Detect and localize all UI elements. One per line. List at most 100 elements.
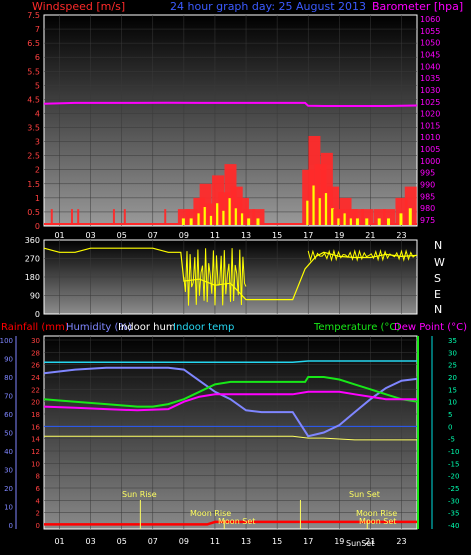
temp-x-tick: 15 (272, 537, 282, 546)
series-rainfall--mm- (44, 520, 417, 526)
temp-x-tick: 23 (396, 537, 406, 546)
barometer-axis-tick: 1005 (420, 145, 440, 154)
gust-bar (324, 193, 328, 225)
gust-bar (228, 198, 232, 225)
wind-axis-tick: 3.5 (27, 124, 40, 133)
barometer-axis-tick: 1050 (420, 39, 440, 48)
wind-bar (361, 209, 374, 225)
series-temperature---c- (43, 376, 418, 408)
wind-bar (373, 209, 386, 225)
temp-x-tick: 03 (86, 537, 96, 546)
wind-axis-tick: 1.5 (27, 180, 40, 189)
gust-bar (234, 208, 238, 225)
rain-axis-tick: 8 (36, 473, 40, 481)
temp-x-tick: 21 (365, 537, 375, 546)
wind-x-tick: 23 (396, 231, 406, 240)
wind-axis-tick: 5 (35, 81, 40, 90)
wind-axis-tick: 6 (35, 53, 40, 62)
barometer-axis-tick: 980 (420, 204, 435, 213)
rain-axis-tick: 28 (31, 349, 40, 357)
barometer-axis-tick: 1015 (420, 121, 440, 130)
temp-axis-tick: 10 (448, 399, 457, 407)
rain-axis-tick: 0 (36, 522, 40, 530)
wind-axis-tick: 4.5 (27, 95, 40, 104)
barometer-axis-tick: 1030 (420, 86, 440, 95)
wind-x-tick: 09 (179, 231, 189, 240)
wind-bar (395, 197, 408, 225)
rain-axis-tick: 10 (31, 460, 40, 468)
gust-bar (197, 213, 201, 225)
gust-bar (240, 213, 244, 225)
wind-x-tick: 13 (241, 231, 251, 240)
wind-bar (70, 209, 73, 225)
wind-bar (50, 209, 53, 225)
humidity-label: Humidity (%) (66, 322, 132, 333)
temp-axis-tick: 35 (448, 337, 457, 345)
temp-axis-tick: -5 (448, 436, 455, 444)
wind-axis-tick: 0 (35, 222, 40, 231)
humidity-axis-tick: 20 (4, 485, 13, 493)
moon-set-label: Moon Set (218, 517, 255, 526)
rain-axis-tick: 20 (31, 399, 40, 407)
wind-bar (243, 209, 256, 225)
temp-x-tick: 01 (54, 537, 64, 546)
humidity-axis-tick: 90 (4, 356, 13, 364)
wind-x-tick: 15 (272, 231, 282, 240)
temp-x-tick: 09 (179, 537, 189, 546)
humidity-axis-tick: 10 (4, 504, 13, 512)
wind-axis-tick: 3 (35, 138, 40, 147)
wind-x-tick: 19 (334, 231, 344, 240)
barometer-axis-tick: 1060 (420, 15, 440, 24)
temp-x-tick: 19 (334, 537, 344, 546)
gust-bar (408, 208, 412, 225)
compass-e: E (434, 288, 441, 301)
direction-axis-tick: 90 (30, 292, 40, 301)
gust-bar (387, 218, 391, 225)
moon-rise-label-right: Moon Rise (356, 509, 397, 518)
rain-axis-tick: 14 (31, 436, 40, 444)
wind-bar (404, 186, 417, 225)
indoor-temp-label: Indoor temp (173, 322, 234, 333)
temp-axis-tick: -25 (448, 485, 459, 493)
temp-x-tick: 13 (241, 537, 251, 546)
wind-axis-tick: 6.5 (27, 39, 40, 48)
wind-axis-tick: 0.5 (27, 208, 40, 217)
wind-bar (252, 209, 265, 225)
rain-axis-tick: 22 (31, 386, 40, 394)
wind-x-tick: 05 (117, 231, 127, 240)
rain-axis-tick: 16 (31, 423, 40, 431)
gust-bar (209, 215, 213, 225)
wind-axis-tick: 2 (35, 166, 40, 175)
gust-bar (181, 218, 185, 225)
gust-bar (216, 203, 220, 225)
rain-axis-tick: 24 (31, 374, 40, 382)
wind-bar (112, 209, 115, 225)
temp-x-tick: 17 (303, 537, 313, 546)
humidity-axis-tick: 100 (0, 337, 13, 345)
rain-axis-tick: 6 (36, 485, 41, 493)
temp-panel (43, 335, 418, 530)
temp-axis-tick: 20 (448, 374, 457, 382)
direction-axis-tick: 360 (25, 236, 40, 245)
series-indoor-hum (44, 435, 417, 441)
barometer-axis-tick: 1025 (420, 98, 440, 107)
gust-bar (365, 218, 369, 225)
gust-bar (222, 210, 226, 225)
wind-bar (123, 209, 126, 225)
series-indoor-temp (44, 360, 417, 363)
temp-axis-tick: 25 (448, 362, 457, 370)
series-humidity---- (43, 366, 418, 438)
gust-bar (256, 218, 260, 225)
compass-w: W (434, 256, 445, 269)
direction-axis-tick: 0 (35, 310, 40, 319)
wind-axis-tick: 7.5 (27, 11, 40, 20)
sun-set-bottom-label: SunSet (346, 539, 374, 548)
rain-axis-tick: 26 (31, 362, 40, 370)
gust-bar (377, 218, 381, 225)
rain-axis-tick: 12 (31, 448, 40, 456)
temp-axis-tick: 0 (448, 423, 452, 431)
wind-axis-tick: 7 (35, 25, 40, 34)
temp-x-tick: 07 (148, 537, 158, 546)
